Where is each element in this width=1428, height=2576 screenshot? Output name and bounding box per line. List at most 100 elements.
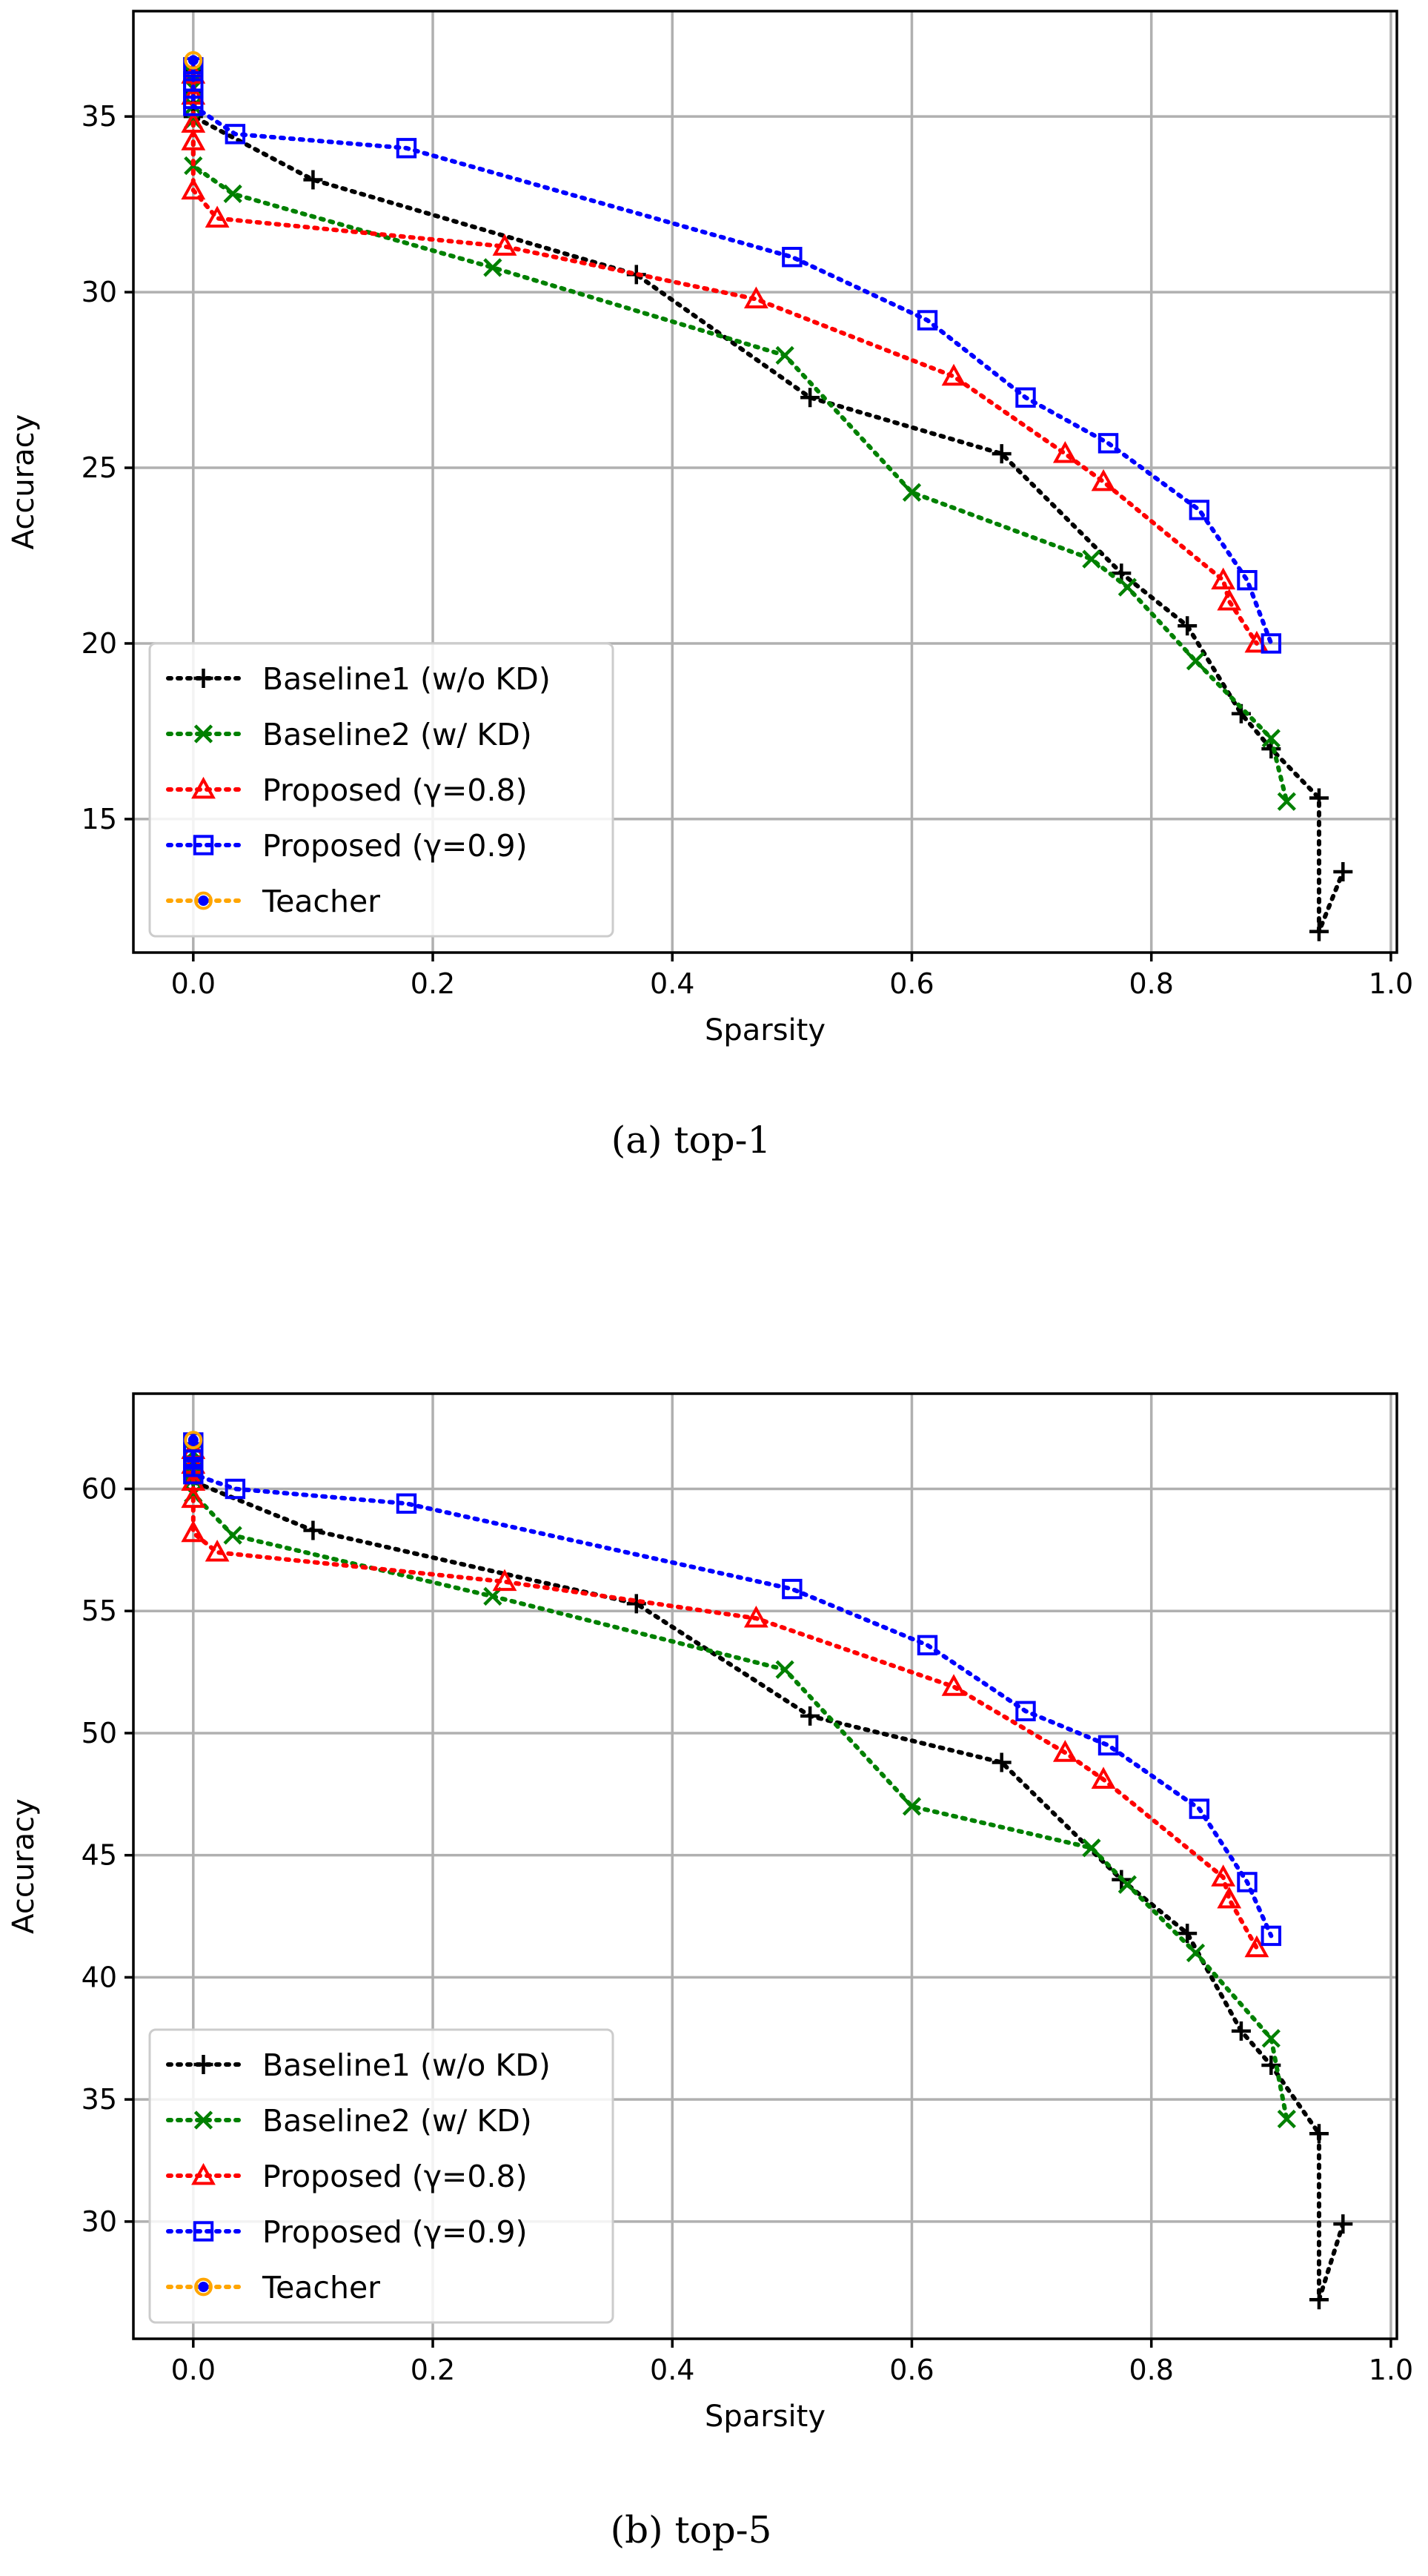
data-point	[1015, 1701, 1036, 1721]
data-point	[1186, 1943, 1206, 1963]
data-point	[1309, 2290, 1329, 2310]
legend-label: Proposed (γ=0.8)	[262, 772, 528, 808]
data-point	[483, 1586, 502, 1606]
series-line	[190, 68, 1346, 933]
data-point	[483, 258, 502, 277]
data-point	[1231, 2021, 1251, 2041]
x-tick-label: 0.0	[171, 2354, 216, 2386]
series-line	[190, 1450, 1289, 2122]
data-point	[1261, 1925, 1282, 1947]
data-point	[1052, 1740, 1077, 1762]
x-tick-label: 0.2	[411, 967, 455, 1000]
data-point	[1189, 500, 1210, 520]
plot-frame	[132, 10, 1398, 954]
legend-label: Baseline2 (w/ KD)	[262, 2103, 532, 2139]
legend-marker-center	[198, 895, 209, 906]
data-point	[183, 1464, 204, 1485]
data-point	[181, 1520, 206, 1543]
series-line	[190, 72, 1259, 646]
data-point	[1118, 1875, 1138, 1894]
legend-marker	[193, 835, 214, 855]
data-point	[396, 138, 417, 159]
legend-marker	[193, 2055, 213, 2074]
y-tick-label: 40	[82, 1961, 117, 1993]
data-point	[225, 124, 246, 145]
legend-marker	[194, 2277, 213, 2297]
legend-marker-center	[198, 2282, 209, 2292]
data-point	[800, 388, 820, 408]
y-tick-label: 25	[82, 451, 117, 484]
legend-label: Baseline1 (w/o KD)	[262, 661, 551, 697]
data-point	[1178, 616, 1198, 636]
data-point	[917, 310, 938, 331]
legend-label: Teacher	[262, 884, 380, 919]
data-point	[992, 1752, 1012, 1772]
data-point-center	[187, 1434, 199, 1446]
data-point	[205, 205, 230, 228]
x-tick-label: 0.2	[411, 2354, 455, 2386]
data-point	[181, 1486, 206, 1509]
data-point	[775, 345, 794, 365]
y-tick-label: 35	[82, 2083, 117, 2116]
data-point	[225, 1478, 246, 1500]
legend-box	[148, 642, 614, 938]
data-point	[1217, 1886, 1242, 1909]
figure-caption: (b) top-5	[611, 2509, 772, 2552]
data-point	[1333, 862, 1353, 882]
x-tick-label: 0.6	[889, 967, 934, 1000]
series-4	[184, 1431, 203, 1449]
legend: Baseline1 (w/o KD) Baseline2 (w/ KD) Propo…	[148, 2028, 614, 2324]
legend-label: Baseline2 (w/ KD)	[262, 717, 532, 752]
legend-marker	[193, 724, 213, 744]
y-tick-label: 60	[82, 1472, 117, 1505]
data-point	[782, 1578, 803, 1600]
data-point	[1097, 1735, 1119, 1756]
figure-caption: (a) top-1	[611, 1119, 771, 1162]
data-point	[492, 234, 517, 256]
x-axis-label: Sparsity	[705, 2400, 826, 2434]
y-tick-label: 30	[82, 276, 117, 308]
legend-marker	[194, 891, 213, 910]
series-line	[190, 1440, 1274, 1938]
series-4	[184, 50, 203, 70]
x-tick-label: 0.8	[1129, 967, 1173, 1000]
legend-label: Proposed (γ=0.8)	[262, 2159, 528, 2194]
data-point	[184, 50, 203, 70]
x-tick-label: 0.0	[171, 967, 216, 1000]
data-point-center	[187, 55, 199, 66]
data-point	[1211, 567, 1236, 590]
legend-marker	[193, 669, 213, 688]
data-point	[1052, 440, 1077, 463]
series-line	[190, 1447, 1259, 1950]
data-point	[223, 184, 242, 204]
data-point	[1186, 652, 1206, 671]
data-point	[1261, 729, 1281, 748]
plot-frame	[132, 1392, 1398, 2340]
series-1	[184, 1443, 1296, 2129]
legend-marker	[191, 2162, 216, 2185]
x-tick-label: 0.4	[650, 967, 694, 1000]
data-point	[1333, 2214, 1353, 2234]
data-point	[1189, 1798, 1210, 1819]
y-tick-label: 50	[82, 1717, 117, 1749]
x-tick-label: 0.8	[1129, 2354, 1173, 2386]
series-3	[183, 1432, 1282, 1947]
legend-box	[148, 2028, 614, 2324]
data-point	[941, 363, 966, 386]
y-tick-label: 45	[82, 1839, 117, 1872]
y-tick-label: 30	[82, 2205, 117, 2238]
data-point	[743, 286, 768, 308]
data-point	[1261, 2056, 1281, 2076]
legend-label: Proposed (γ=0.9)	[262, 828, 528, 864]
y-tick-label: 20	[82, 627, 117, 660]
legend-marker	[191, 776, 216, 799]
data-point	[181, 128, 206, 150]
series-2	[181, 1437, 1269, 1958]
legend: Baseline1 (w/o KD) Baseline2 (w/ KD) Propo…	[148, 642, 614, 938]
data-point	[775, 1660, 794, 1679]
data-point	[303, 1520, 323, 1540]
y-tick-label: 35	[82, 100, 117, 133]
series-line	[190, 64, 1274, 646]
y-axis-label: Accuracy	[7, 414, 41, 550]
